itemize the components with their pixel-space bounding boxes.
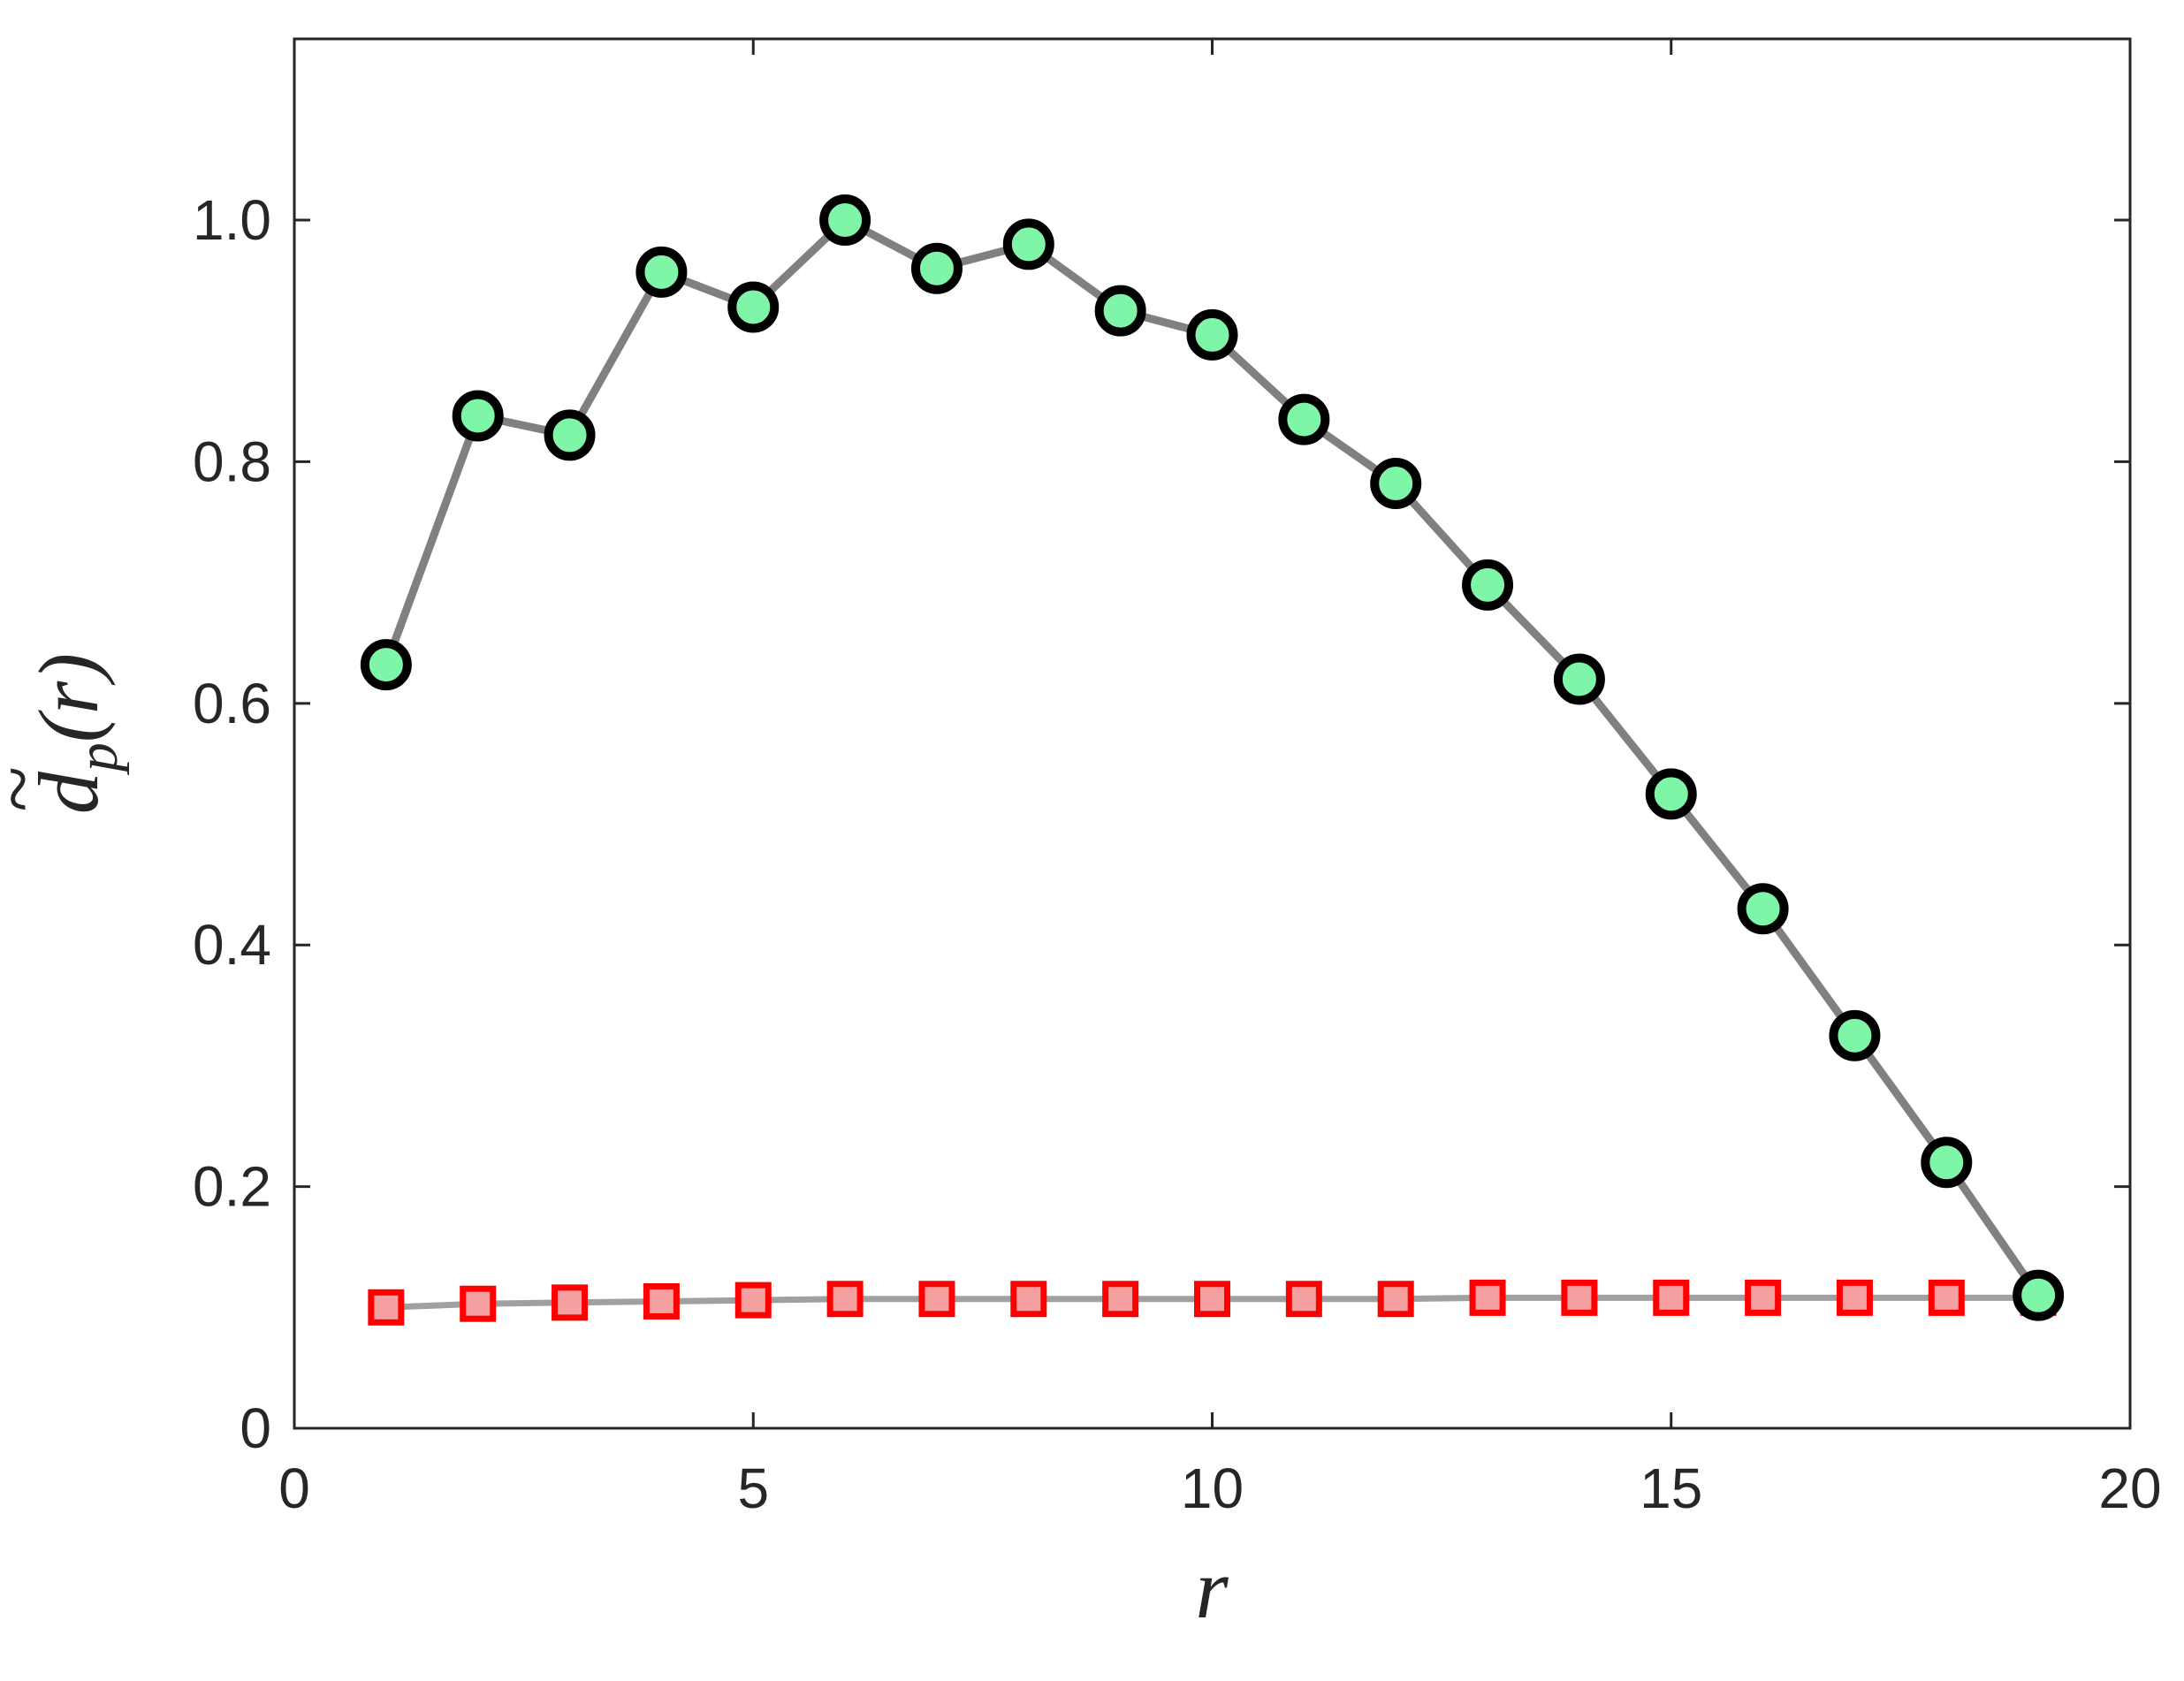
data-point-circle: [1278, 393, 1330, 445]
data-point-circle: [452, 390, 504, 442]
y-tick-label: 0.8: [193, 430, 271, 493]
data-point-circle: [1186, 308, 1238, 361]
data-point-circle: [635, 246, 688, 298]
x-tick-label: 20: [2098, 1457, 2161, 1520]
data-point-circle: [727, 281, 780, 333]
data-point-circle: [1462, 559, 1514, 611]
data-point-circle: [1829, 1009, 1881, 1061]
y-tick-label: 0.4: [193, 913, 271, 977]
y-tick-label: 0.2: [193, 1155, 271, 1219]
y-axis-title-accent: ~: [0, 767, 65, 813]
y-axis-title-base: d: [21, 771, 116, 814]
series-layer: [360, 194, 2065, 1326]
y-tick-label: 1.0: [193, 188, 271, 252]
data-point-square: [1928, 1279, 1965, 1316]
data-point-square: [552, 1284, 589, 1321]
data-point-circle: [910, 242, 963, 294]
series-square-markers: [368, 1279, 2057, 1326]
series-circle-markers: [360, 194, 2065, 1321]
data-point-square: [1194, 1281, 1230, 1318]
data-point-circle: [360, 639, 412, 691]
data-point-square: [643, 1282, 680, 1320]
x-axis-title: r: [1195, 1541, 1229, 1636]
y-tick-label: 0.6: [193, 672, 271, 735]
data-point-square: [918, 1281, 955, 1318]
data-point-circle: [1094, 285, 1146, 337]
series-circle-line: [382, 216, 2043, 1300]
x-tick-label: 0: [278, 1457, 310, 1520]
data-point-square: [1561, 1279, 1598, 1316]
data-point-square: [826, 1281, 864, 1318]
data-point-circle: [1370, 458, 1422, 510]
data-point-square: [1653, 1279, 1690, 1316]
data-point-circle: [1737, 883, 1789, 935]
x-tick-label: 5: [737, 1457, 769, 1520]
plot-frame: [293, 37, 2132, 1430]
y-axis-title-argument: (r): [21, 653, 116, 742]
data-point-circle: [544, 409, 596, 461]
data-point-circle: [1645, 768, 1697, 820]
x-tick-label: 15: [1640, 1457, 1702, 1520]
y-axis-title: dp(r) ~: [0, 653, 130, 814]
data-point-square: [1469, 1279, 1506, 1316]
data-point-circle: [2013, 1269, 2065, 1321]
data-point-square: [1745, 1279, 1782, 1316]
data-point-circle: [1002, 218, 1054, 270]
data-point-square: [1010, 1281, 1047, 1318]
data-point-square: [1102, 1281, 1139, 1318]
tick-labels: 0 5 10 15 20 0 0.2 0.4 0.6 0.8 1.0: [193, 188, 2162, 1520]
svg-text:dp(r): dp(r): [21, 653, 130, 814]
data-point-square: [734, 1282, 772, 1319]
data-point-circle: [1921, 1137, 1973, 1189]
y-axis-title-subscript: p: [65, 742, 130, 775]
data-point-square: [460, 1285, 497, 1322]
data-point-circle: [1553, 653, 1605, 705]
data-point-square: [1836, 1279, 1873, 1316]
data-point-square: [368, 1289, 405, 1326]
data-point-square: [1285, 1281, 1322, 1318]
data-point-circle: [819, 194, 871, 247]
x-tick-label: 10: [1181, 1457, 1244, 1520]
y-tick-label: 0: [240, 1396, 271, 1460]
data-point-square: [1377, 1281, 1414, 1318]
tick-marks: [293, 39, 2132, 1430]
